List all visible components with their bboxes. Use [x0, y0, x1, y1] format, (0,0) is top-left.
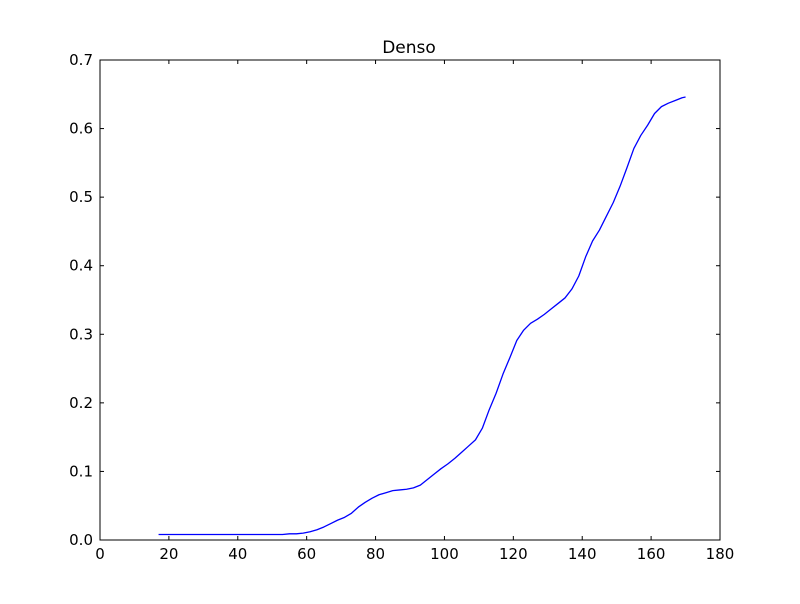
- y-tick-label: 0.1: [69, 462, 93, 480]
- y-tick-label: 0.5: [69, 188, 93, 206]
- y-tick-label: 0.0: [69, 531, 93, 549]
- y-tick-label: 0.4: [69, 257, 93, 275]
- x-tick-label: 160: [637, 545, 666, 563]
- y-tick-label: 0.2: [69, 394, 93, 412]
- series-line: [158, 96, 686, 536]
- x-tick-label: 120: [499, 545, 528, 563]
- x-tick-label: 140: [568, 545, 597, 563]
- x-tick-label: 20: [159, 545, 178, 563]
- y-tick-label: 0.6: [69, 120, 93, 138]
- x-tick-label: 40: [228, 545, 247, 563]
- x-tick-label: 180: [706, 545, 735, 563]
- axes-frame: [99, 59, 721, 541]
- x-tick-label: 100: [430, 545, 459, 563]
- y-tick-label: 0.7: [69, 51, 93, 69]
- axis-ticks: 0 20 40 60 80 100 120 140 160 180 0.0 0.1 0.2 0.3 0.4 0…: [69, 51, 734, 563]
- chart-title: Denso: [382, 38, 436, 58]
- x-tick-label: 0: [95, 545, 105, 563]
- x-tick-label: 80: [366, 545, 385, 563]
- x-tick-label: 60: [297, 545, 316, 563]
- y-tick-label: 0.3: [69, 325, 93, 343]
- plot-area: [158, 96, 686, 536]
